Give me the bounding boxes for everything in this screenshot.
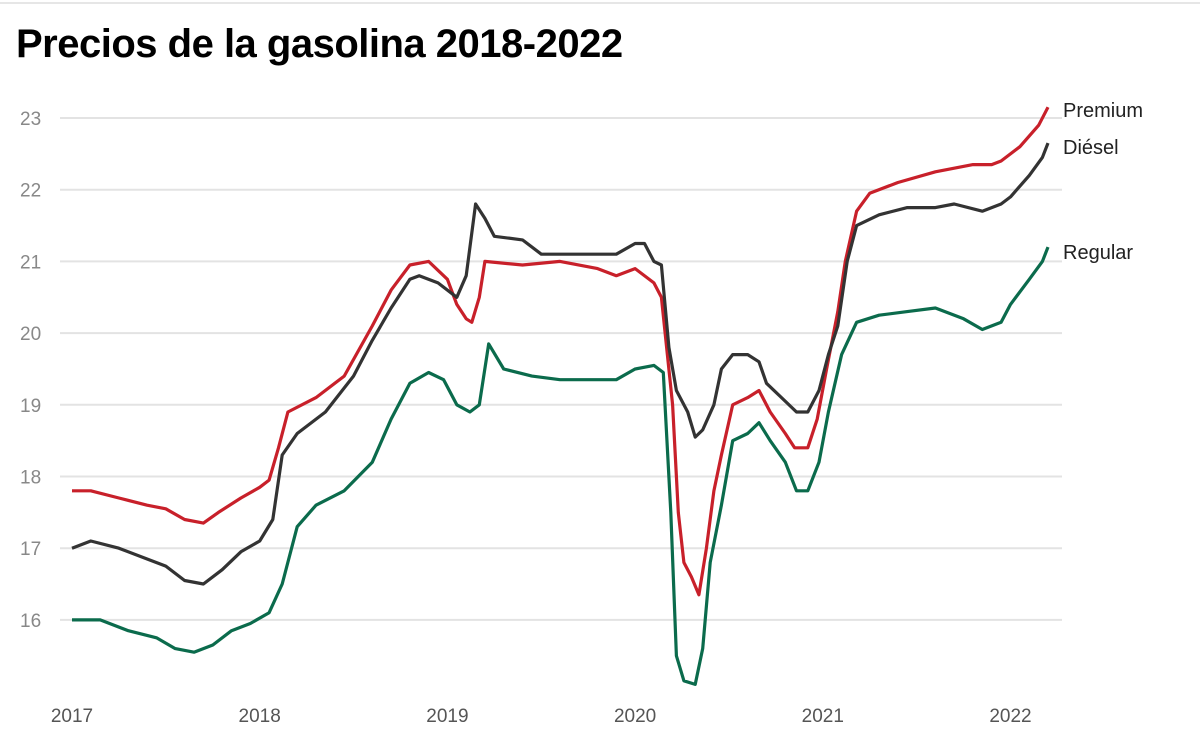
series-label: Premium xyxy=(1063,100,1143,122)
y-tick-label: 19 xyxy=(20,396,41,417)
y-tick-label: 23 xyxy=(20,109,41,130)
x-tick-label: 2022 xyxy=(989,706,1031,727)
y-tick-label: 21 xyxy=(20,252,41,273)
series-line-premium xyxy=(72,106,1050,597)
y-tick-label: 18 xyxy=(20,468,41,489)
series-line-diesel xyxy=(71,142,1050,586)
series-line-regular xyxy=(72,246,1050,686)
x-tick-label: 2018 xyxy=(239,706,281,727)
x-tick-label: 2021 xyxy=(802,706,844,727)
y-tick-label: 22 xyxy=(20,181,41,202)
y-tick-label: 17 xyxy=(20,539,41,560)
series-label: Diésel xyxy=(1063,137,1119,159)
series-label: Regular xyxy=(1063,242,1133,264)
y-tick-label: 20 xyxy=(20,324,41,345)
x-tick-label: 2019 xyxy=(426,706,468,727)
y-tick-label: 16 xyxy=(20,611,41,632)
chart-title: Precios de la gasolina 2018-2022 xyxy=(16,22,623,66)
x-tick-label: 2017 xyxy=(51,706,93,727)
top-divider xyxy=(0,2,1200,4)
x-tick-label: 2020 xyxy=(614,706,656,727)
